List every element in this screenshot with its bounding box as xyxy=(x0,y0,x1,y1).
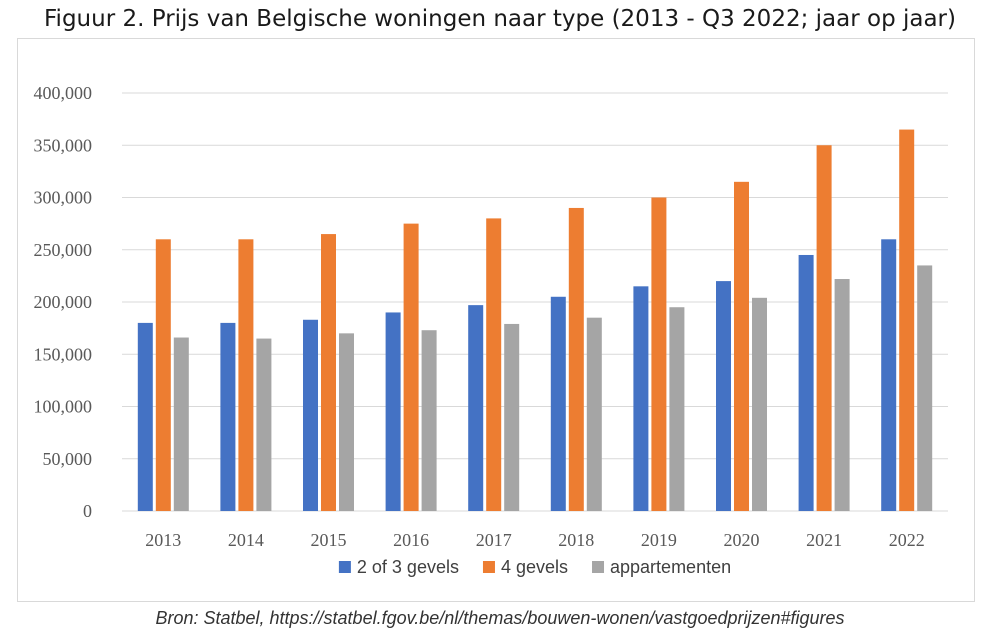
bar-appartementen-2022 xyxy=(917,265,933,511)
bar-appartementen-2016 xyxy=(421,330,437,511)
bar-appartementen-2013 xyxy=(173,337,189,511)
y-tick-label: 200,000 xyxy=(34,292,93,312)
bar-2-of-3-gevels-2021 xyxy=(798,254,814,511)
y-tick-label: 400,000 xyxy=(34,83,93,103)
legend-swatch xyxy=(592,561,605,573)
bar-appartementen-2015 xyxy=(339,333,354,511)
y-axis-ticks: 0 50,000 100,000 150,000 200,000 250,000 300,0… xyxy=(34,83,93,521)
y-tick-label: 50,000 xyxy=(43,449,93,469)
bar-2-of-3-gevels-2016 xyxy=(385,312,401,511)
bar-2-of-3-gevels-2020 xyxy=(716,281,731,511)
x-axis-ticks: 2013 2014 2015 2016 2017 2018 2019 2020 2021 2022 xyxy=(145,530,924,550)
legend-label: 2 of 3 gevels xyxy=(357,557,459,577)
bar-2-of-3-gevels-2015 xyxy=(303,319,318,511)
source-note: Bron: Statbel, https://statbel.fgov.be/n… xyxy=(155,608,845,628)
bar-4-gevels-2022 xyxy=(899,129,915,511)
bar-2-of-3-gevels-2022 xyxy=(881,239,897,512)
legend-label: appartementen xyxy=(610,557,731,577)
bar-appartementen-2018 xyxy=(586,317,602,511)
bar-appartementen-2019 xyxy=(669,307,685,511)
bar-appartementen-2021 xyxy=(834,279,850,511)
bar-4-gevels-2015 xyxy=(321,234,336,511)
bar-4-gevels-2021 xyxy=(816,145,832,511)
y-tick-label: 300,000 xyxy=(34,188,93,208)
y-tick-label: 150,000 xyxy=(34,344,93,364)
bar-appartementen-2020 xyxy=(752,297,767,511)
x-tick-label: 2018 xyxy=(558,530,594,550)
legend: 2 of 3 gevels 4 gevels appartementen xyxy=(338,557,731,577)
bar-appartementen-2017 xyxy=(504,323,520,511)
x-tick-label: 2017 xyxy=(476,530,512,550)
bars xyxy=(137,129,933,512)
x-tick-label: 2019 xyxy=(641,530,677,550)
y-tick-label: 0 xyxy=(83,501,92,521)
x-tick-label: 2022 xyxy=(889,530,925,550)
chart-title: Figuur 2. Prijs van Belgische woningen n… xyxy=(44,6,956,32)
x-tick-label: 2020 xyxy=(724,530,760,550)
bar-2-of-3-gevels-2013 xyxy=(137,322,153,511)
bar-4-gevels-2018 xyxy=(568,207,584,511)
x-tick-label: 2021 xyxy=(806,530,842,550)
legend-swatch xyxy=(338,561,351,573)
bar-2-of-3-gevels-2019 xyxy=(633,286,649,511)
x-tick-label: 2014 xyxy=(228,530,264,550)
bar-2-of-3-gevels-2014 xyxy=(220,322,236,511)
y-tick-label: 350,000 xyxy=(34,135,93,155)
chart-frame xyxy=(17,38,975,602)
bar-4-gevels-2013 xyxy=(155,239,171,512)
x-tick-label: 2016 xyxy=(393,530,429,550)
x-tick-label: 2013 xyxy=(145,530,181,550)
bar-appartementen-2014 xyxy=(256,338,272,511)
bar-4-gevels-2014 xyxy=(238,239,254,512)
bar-4-gevels-2019 xyxy=(651,197,667,511)
legend-label: 4 gevels xyxy=(501,557,568,577)
bar-4-gevels-2020 xyxy=(734,181,749,511)
legend-swatch xyxy=(482,561,495,573)
bar-4-gevels-2017 xyxy=(486,218,502,511)
bar-4-gevels-2016 xyxy=(403,223,419,511)
bar-2-of-3-gevels-2018 xyxy=(550,296,566,511)
y-tick-label: 100,000 xyxy=(34,397,93,417)
bar-2-of-3-gevels-2017 xyxy=(468,305,484,511)
x-tick-label: 2015 xyxy=(311,530,347,550)
y-tick-label: 250,000 xyxy=(34,240,93,260)
